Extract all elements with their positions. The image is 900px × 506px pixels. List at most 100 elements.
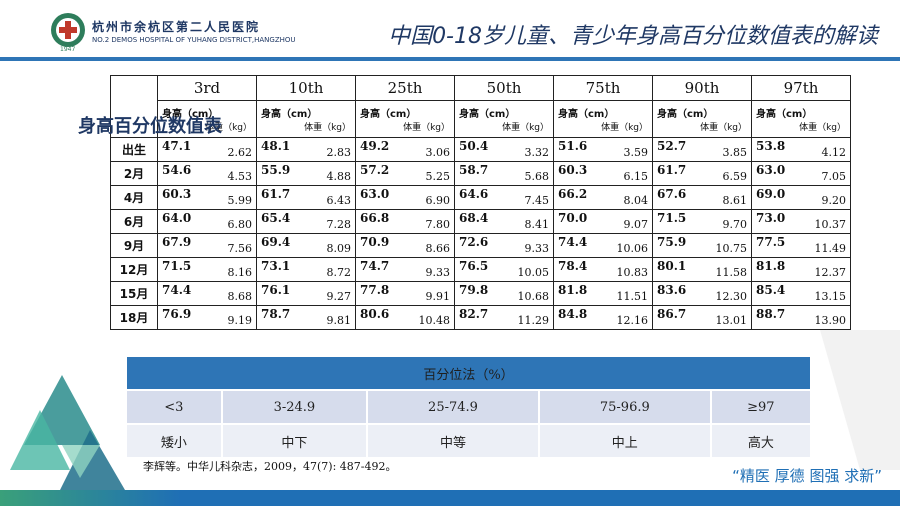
- grade-cell: 中上: [537, 423, 712, 459]
- age-cell: 6月: [110, 209, 158, 234]
- weight-value: 8.09: [326, 241, 352, 255]
- weight-value: 10.06: [616, 241, 649, 255]
- height-value: 74.7: [360, 258, 390, 273]
- column-header: 10th: [256, 75, 356, 101]
- height-value: 86.7: [657, 306, 687, 321]
- percentile-title: 百分位法（%）: [125, 355, 812, 391]
- grade-row: 矮小 中下 中等 中上 高大: [125, 423, 813, 459]
- age-cell: 出生: [110, 137, 158, 162]
- citation: 李辉等。中华儿科杂志，2009，47(7): 487-492。: [143, 460, 397, 473]
- height-value: 66.8: [360, 210, 390, 225]
- height-value: 55.9: [261, 162, 291, 177]
- height-value: 83.6: [657, 282, 687, 297]
- footer-bar: [0, 490, 900, 506]
- growth-table: 3rd 10th 25th 50th 75th 90th 97th 身高（cm） 体重（kg）身…: [110, 75, 851, 330]
- age-cell: 2月: [110, 161, 158, 186]
- value-cell: 81.8 12.37: [751, 257, 851, 282]
- column-header: 25th: [355, 75, 455, 101]
- value-cell: 75.9 10.75: [652, 233, 752, 258]
- weight-value: 12.16: [616, 313, 649, 327]
- weight-value: 3.85: [722, 145, 748, 159]
- subheader-cell: 身高（cm） 体重（kg）: [751, 100, 851, 138]
- weight-value: 7.80: [425, 217, 451, 231]
- height-value: 64.0: [162, 210, 192, 225]
- value-cell: 54.6 4.53: [157, 161, 257, 186]
- height-value: 68.4: [459, 210, 489, 225]
- range-cell: <3: [125, 389, 223, 425]
- weight-label: 体重（kg）: [502, 123, 549, 133]
- height-value: 48.1: [261, 138, 291, 153]
- weight-value: 8.41: [524, 217, 550, 231]
- weight-value: 3.06: [425, 145, 451, 159]
- height-value: 76.1: [261, 282, 291, 297]
- value-cell: 47.1 2.62: [157, 137, 257, 162]
- weight-value: 13.15: [814, 289, 847, 303]
- value-cell: 78.4 10.83: [553, 257, 653, 282]
- weight-value: 5.25: [425, 169, 451, 183]
- weight-label: 体重（kg）: [304, 123, 351, 133]
- age-cell: 18月: [110, 305, 158, 330]
- weight-value: 6.15: [623, 169, 649, 183]
- weight-label: 体重（kg）: [700, 123, 747, 133]
- column-header: 75th: [553, 75, 653, 101]
- value-cell: 64.0 6.80: [157, 209, 257, 234]
- age-cell: 9月: [110, 233, 158, 258]
- height-value: 72.6: [459, 234, 489, 249]
- height-value: 77.8: [360, 282, 390, 297]
- data-row: 6月 64.0 6.80 65.4 7.28 66.8 7.80 68.4 8.41 70.0 9.…: [110, 209, 851, 234]
- value-cell: 68.4 8.41: [454, 209, 554, 234]
- weight-value: 10.05: [517, 265, 550, 279]
- value-cell: 53.8 4.12: [751, 137, 851, 162]
- height-value: 61.7: [657, 162, 687, 177]
- value-cell: 63.0 6.90: [355, 185, 455, 210]
- weight-value: 10.48: [418, 313, 451, 327]
- value-cell: 77.5 11.49: [751, 233, 851, 258]
- weight-value: 9.27: [326, 289, 352, 303]
- weight-value: 9.81: [326, 313, 352, 327]
- height-value: 80.6: [360, 306, 390, 321]
- value-cell: 79.8 10.68: [454, 281, 554, 306]
- weight-value: 13.90: [814, 313, 847, 327]
- weight-value: 9.70: [722, 217, 748, 231]
- data-row: 12月 71.5 8.16 73.1 8.72 74.7 9.33 76.5 10.05 78.4…: [110, 257, 851, 282]
- height-value: 81.8: [756, 258, 786, 273]
- height-value: 65.4: [261, 210, 291, 225]
- height-value: 71.5: [162, 258, 192, 273]
- height-value: 76.9: [162, 306, 192, 321]
- height-value: 63.0: [756, 162, 786, 177]
- height-value: 74.4: [558, 234, 588, 249]
- weight-value: 7.05: [821, 169, 847, 183]
- subheader-cell: 身高（cm） 体重（kg）: [355, 100, 455, 138]
- corner-cell: [110, 75, 158, 138]
- value-cell: 72.6 9.33: [454, 233, 554, 258]
- percentile-table: 百分位法（%） <3 3-24.9 25-74.9 75-96.9 ≥97 矮小 中下 中等 中上…: [125, 355, 813, 459]
- value-cell: 82.7 11.29: [454, 305, 554, 330]
- weight-value: 8.72: [326, 265, 352, 279]
- height-label: 身高（cm）: [261, 109, 318, 120]
- height-value: 88.7: [756, 306, 786, 321]
- weight-value: 10.68: [517, 289, 550, 303]
- data-row: 18月 76.9 9.19 78.7 9.81 80.6 10.48 82.7 11.29 84.…: [110, 305, 851, 330]
- subheader-cell: 身高（cm） 体重（kg）: [652, 100, 752, 138]
- value-cell: 67.9 7.56: [157, 233, 257, 258]
- weight-label: 体重（kg）: [601, 123, 648, 133]
- value-cell: 73.1 8.72: [256, 257, 356, 282]
- data-row: 9月 67.9 7.56 69.4 8.09 70.9 8.66 72.6 9.33 74.4 10…: [110, 233, 851, 258]
- height-value: 80.1: [657, 258, 687, 273]
- value-cell: 74.4 10.06: [553, 233, 653, 258]
- value-cell: 84.8 12.16: [553, 305, 653, 330]
- subheader-cell: 身高（cm） 体重（kg）: [454, 100, 554, 138]
- value-cell: 76.5 10.05: [454, 257, 554, 282]
- weight-value: 8.66: [425, 241, 451, 255]
- range-cell: ≥97: [709, 389, 813, 425]
- weight-value: 5.68: [524, 169, 550, 183]
- weight-value: 7.45: [524, 193, 550, 207]
- column-header: 97th: [751, 75, 851, 101]
- weight-value: 9.19: [227, 313, 253, 327]
- height-value: 67.9: [162, 234, 192, 249]
- weight-value: 10.75: [715, 241, 748, 255]
- height-label: 身高（cm）: [360, 109, 417, 120]
- height-value: 78.7: [261, 306, 291, 321]
